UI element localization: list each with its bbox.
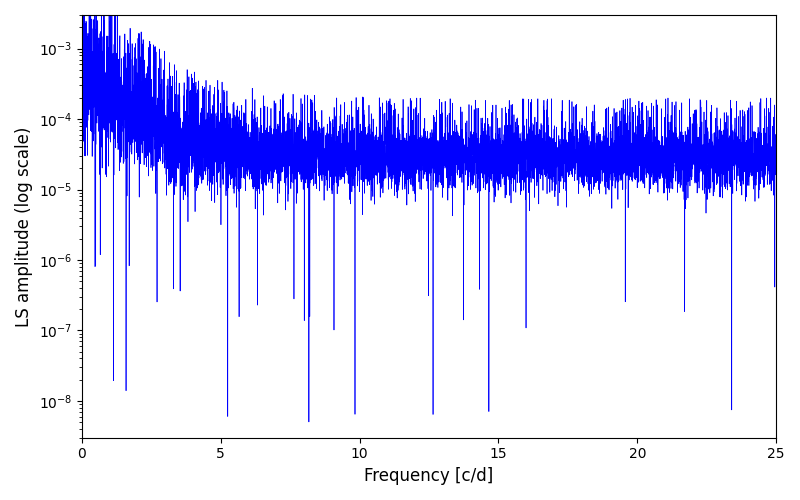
X-axis label: Frequency [c/d]: Frequency [c/d] [364,467,494,485]
Y-axis label: LS amplitude (log scale): LS amplitude (log scale) [15,126,33,326]
